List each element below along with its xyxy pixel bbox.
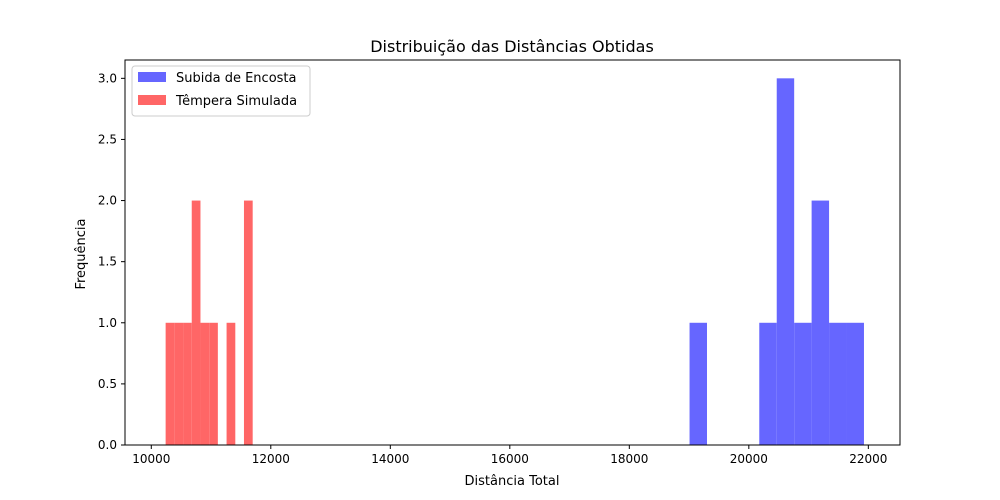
y-tick-label: 3.0 [98,71,117,85]
x-tick-label: 20000 [730,452,768,466]
x-tick-label: 22000 [849,452,887,466]
bar-tempera-simulada [174,322,184,445]
bar-tempera-simulada [243,200,253,445]
bar-tempera-simulada [200,322,210,445]
chart-title: Distribuição das Distâncias Obtidas [370,37,654,56]
x-tick-label: 10000 [132,452,170,466]
x-tick-label: 18000 [610,452,648,466]
legend-swatch-subida-de-encosta [138,72,166,82]
bar-tempera-simulada [183,322,192,445]
bar-subida-de-encosta [846,322,864,445]
y-tick-label: 0.0 [98,438,117,452]
x-tick-label: 14000 [371,452,409,466]
x-tick-label: 16000 [491,452,529,466]
plot-frame [124,59,901,446]
y-axis-label: Frequência [74,218,89,289]
bar-subida-de-encosta [811,200,830,445]
x-tick-label: 12000 [252,452,290,466]
y-tick-label: 2.5 [98,132,117,146]
legend-box [131,65,311,117]
bar-subida-de-encosta [689,322,707,445]
y-tick-label: 1.0 [98,316,117,330]
legend-swatch-tempera-simulada [138,95,166,105]
legend-label-tempera-simulada: Têmpera Simulada [175,94,297,109]
y-tick-label: 0.5 [98,377,117,391]
legend: Subida de Encosta Têmpera Simulada [131,65,311,117]
legend-label-subida-de-encosta: Subida de Encosta [176,71,296,86]
bar-tempera-simulada [165,322,175,445]
bar-subida-de-encosta [829,322,847,445]
x-axis-label: Distância Total [465,474,560,489]
bar-subida-de-encosta [794,322,812,445]
y-tick-label: 1.5 [98,255,117,269]
y-tick-label: 2.0 [98,194,117,208]
bar-subida-de-encosta [776,78,795,445]
bar-subida-de-encosta [759,322,777,445]
bars-layer [165,78,864,445]
y-axis-ticks: 0.0 0.5 1.0 1.5 2.0 2.5 3.0 [98,71,125,452]
bar-tempera-simulada [226,322,236,445]
bar-tempera-simulada [209,322,218,445]
x-axis-ticks: 10000 12000 14000 16000 18000 20000 22000 [132,445,887,466]
bar-tempera-simulada [191,200,201,445]
